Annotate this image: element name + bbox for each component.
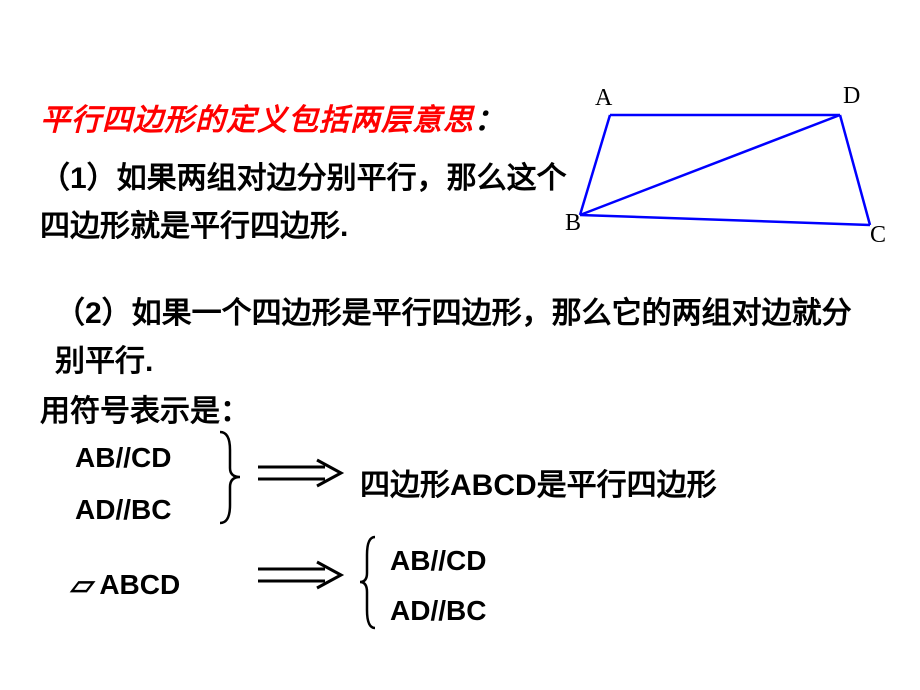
title-red: 平行四边形的定义包括两层意思	[40, 104, 474, 137]
title: 平行四边形的定义包括两层意思：	[40, 95, 505, 139]
title-colon: ：	[474, 104, 505, 137]
conclusion-ad-bc: AD//BC	[390, 595, 486, 627]
edge-ba	[580, 115, 610, 215]
right-brace-icon	[215, 430, 245, 525]
edge-dc	[840, 115, 870, 225]
diagonal-bd	[580, 115, 840, 215]
vertex-label-c: C	[870, 222, 886, 249]
implies-arrow-icon	[255, 458, 345, 488]
left-brace-icon	[358, 535, 378, 630]
symbol-intro: 用符号表示是：	[40, 386, 250, 430]
definition-point-2: （2）如果一个四边形是平行四边形，那么它的两组对边就分别平行.	[55, 290, 875, 386]
edge-cb	[580, 215, 870, 225]
premise-parallelogram-abcd: ▱ ABCD	[70, 568, 180, 602]
vertex-label-b: B	[565, 210, 581, 237]
premise-ab-cd: AB//CD	[75, 442, 171, 474]
premise-ad-bc: AD//BC	[75, 494, 171, 526]
definition-point-1: （1）如果两组对边分别平行，那么这个四边形就是平行四边形.	[40, 155, 570, 251]
conclusion-parallelogram: 四边形ABCD是平行四边形	[360, 460, 717, 504]
conclusion-ab-cd: AB//CD	[390, 545, 486, 577]
implies-arrow-icon	[255, 560, 345, 590]
parallelogram-diagram	[570, 95, 880, 245]
vertex-label-a: A	[595, 85, 612, 112]
vertex-label-d: D	[843, 83, 860, 110]
